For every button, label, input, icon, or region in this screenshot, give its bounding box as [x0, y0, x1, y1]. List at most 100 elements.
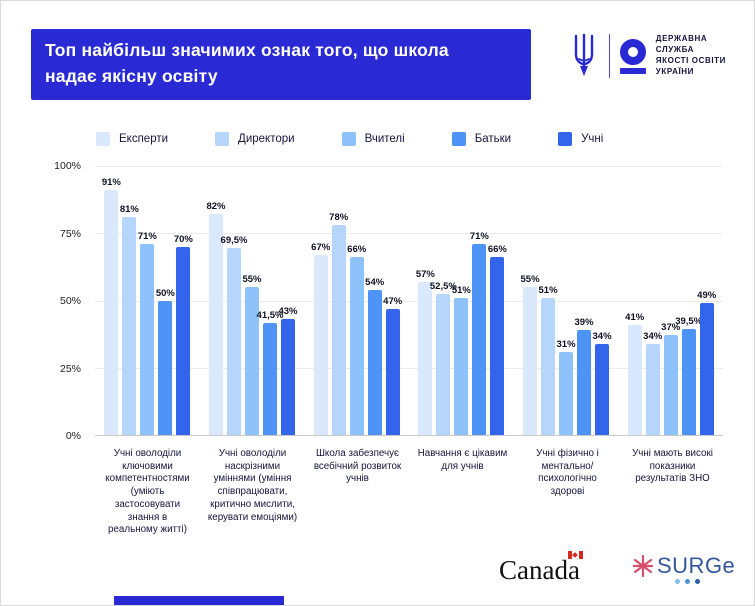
bar-Батьки: 71%: [470, 231, 489, 435]
category-label: Учні фізично і ментально/психологічно зд…: [536, 448, 599, 498]
canada-logo: Canada: [499, 551, 583, 586]
trident-icon: [574, 33, 593, 76]
legend-item: Учні: [558, 132, 603, 146]
bar-Експерти: 82%: [206, 201, 226, 435]
bar-Батьки: 39,5%: [675, 316, 702, 435]
bar-Експерти: 57%: [416, 269, 435, 435]
gridline: [95, 166, 723, 167]
bar-groups: 91% 81% 71% 50% 70% 82% 69,5% 55% 41,5% 43% 67% 78%…: [95, 166, 723, 435]
bar-value-label: 82%: [206, 201, 226, 213]
gov-service-name: ДЕРЖАВНА СЛУЖБА ЯКОСТІ ОСВІТИ УКРАЇНИ: [655, 34, 726, 76]
bar-value-label: 55%: [242, 274, 262, 286]
bar-Батьки: 54%: [365, 277, 384, 435]
surge-dots-icon: [675, 579, 700, 584]
bar-Директори: 81%: [120, 204, 139, 435]
legend-label: Директори: [238, 133, 295, 145]
bar-Експерти: 67%: [311, 242, 330, 435]
y-tick-label: 75%: [59, 227, 81, 240]
canada-flag-icon: [567, 551, 583, 559]
bar-value-label: 78%: [329, 212, 349, 224]
bar-value-label: 43%: [278, 306, 298, 318]
legend-item: Директори: [215, 132, 295, 146]
title-line-1: Топ найбільш значимих ознак того, що шко…: [45, 40, 449, 60]
bottom-accent-bar: [114, 596, 284, 605]
legend-swatch: [451, 132, 466, 146]
bar-Учні: 43%: [278, 306, 298, 435]
bar-value-label: 70%: [173, 233, 193, 245]
bar-Учні: 70%: [174, 234, 193, 435]
category-label: Школа забезпечує всебічний розвиток учні…: [313, 448, 402, 485]
bar-Вчителі: 71%: [138, 231, 157, 435]
category-label: Учні мають високі показники результатів …: [632, 448, 713, 485]
bar-value-label: 91%: [101, 177, 121, 189]
bar-value-label: 37%: [661, 322, 681, 334]
legend-swatch: [215, 132, 230, 146]
legend-item: Експерти: [96, 132, 168, 146]
bar-Директори: 52,5%: [430, 281, 457, 435]
bar-value-label: 51%: [538, 284, 558, 296]
bar-Директори: 51%: [539, 285, 558, 435]
maple-leaf-icon: [632, 554, 654, 578]
bar-Вчителі: 51%: [452, 285, 471, 435]
bar-value-label: 39%: [574, 317, 594, 329]
gridline: [95, 233, 723, 235]
bar-group: 67% 78% 66% 54% 47%: [304, 166, 409, 435]
bar-value-label: 41,5%: [256, 310, 284, 322]
bar-value-label: 34%: [592, 330, 612, 342]
legend-label: Експерти: [119, 133, 169, 145]
bar-Батьки: 39%: [575, 317, 594, 435]
bar-group: 41% 34% 37% 39,5% 49%: [618, 166, 723, 435]
bar-group: 91% 81% 71% 50% 70%: [95, 166, 200, 435]
legend-swatch: [558, 132, 573, 146]
bar-Учні: 47%: [383, 296, 402, 435]
category-label: Навчання є цікавим для учнів: [417, 448, 508, 472]
bar-value-label: 31%: [556, 338, 576, 350]
surge-wordmark: SURGe: [657, 553, 736, 578]
bar-value-label: 55%: [520, 274, 540, 286]
bar-value-label: 66%: [487, 244, 507, 256]
bar-value-label: 50%: [155, 287, 175, 299]
y-tick-label: 50%: [59, 295, 81, 307]
x-axis-category-labels: Учні оволоділи ключовими компетентностям…: [95, 448, 725, 537]
bar-value-label: 52,5%: [429, 280, 457, 292]
bar-Батьки: 41,5%: [257, 310, 283, 435]
bar-value-label: 81%: [119, 204, 139, 216]
bar-Вчителі: 55%: [242, 274, 262, 435]
page-title: Топ найбільш значимих ознак того, що шко…: [31, 29, 531, 100]
bar-Вчителі: 66%: [347, 244, 366, 435]
y-axis: 100% 75% 50% 25% 0%: [33, 160, 89, 442]
bar-Батьки: 50%: [156, 288, 175, 435]
legend-label: Вчителі: [364, 133, 405, 145]
chart-legend: Експерти Директори Вчителі Батьки Учні: [96, 132, 696, 146]
category-label: Учні оволоділи наскрізними уміннями (умі…: [207, 448, 298, 523]
bar-Директори: 78%: [329, 212, 348, 435]
bar-Експерти: 41%: [625, 312, 644, 435]
y-tick-label: 0%: [65, 430, 81, 442]
y-tick-label: 100%: [54, 160, 81, 172]
legend-label: Учні: [581, 133, 604, 145]
bar-Учні: 34%: [593, 331, 612, 435]
bar-value-label: 67%: [311, 241, 331, 253]
bar-Вчителі: 37%: [661, 322, 680, 435]
bar-value-label: 57%: [415, 268, 435, 280]
bar-value-label: 41%: [625, 311, 645, 323]
category-label: Учні оволоділи ключовими компетентностям…: [105, 448, 190, 536]
bar-value-label: 71%: [469, 231, 489, 243]
education-quality-service-icon: [619, 38, 646, 74]
bar-value-label: 69,5%: [220, 235, 248, 247]
title-line-2: надає якісну освіту: [45, 66, 218, 87]
bar-Директори: 69,5%: [221, 235, 247, 435]
bar-group: 82% 69,5% 55% 41,5% 43%: [200, 166, 305, 435]
bar-Експерти: 55%: [521, 274, 540, 435]
gov-logo-block: ДЕРЖАВНА СЛУЖБА ЯКОСТІ ОСВІТИ УКРАЇНИ: [569, 33, 726, 79]
bar-group: 57% 52,5% 51% 71% 66%: [409, 166, 514, 435]
bar-value-label: 47%: [383, 295, 403, 307]
legend-swatch: [341, 132, 356, 146]
bar-value-label: 51%: [451, 284, 471, 296]
logo-divider: [608, 34, 610, 78]
legend-item: Батьки: [451, 132, 511, 146]
bar-Експерти: 91%: [102, 177, 121, 435]
bar-Вчителі: 31%: [557, 339, 576, 435]
bar-value-label: 54%: [365, 276, 385, 288]
